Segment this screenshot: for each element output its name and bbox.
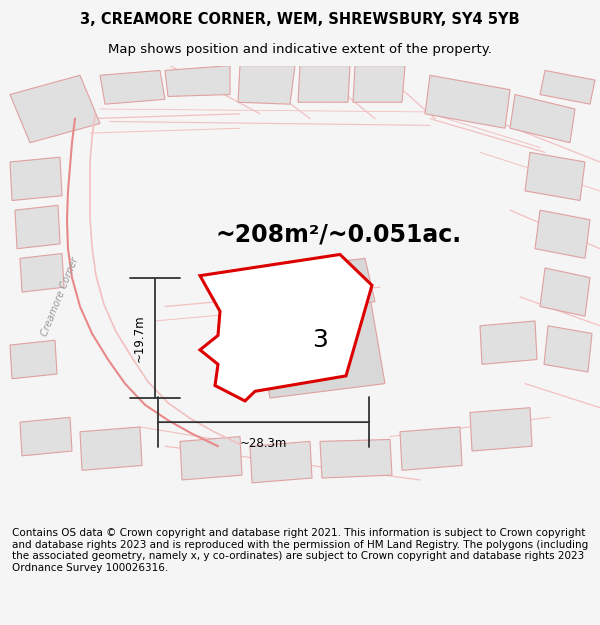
Text: Creamore Corner: Creamore Corner (40, 256, 80, 338)
Polygon shape (10, 157, 62, 201)
Text: Map shows position and indicative extent of the property.: Map shows position and indicative extent… (108, 42, 492, 56)
Polygon shape (480, 321, 537, 364)
Polygon shape (250, 441, 312, 483)
Text: 3: 3 (312, 328, 328, 352)
Polygon shape (15, 206, 60, 249)
Polygon shape (10, 75, 100, 142)
Polygon shape (20, 254, 64, 292)
Polygon shape (353, 66, 405, 102)
Polygon shape (238, 66, 295, 104)
Polygon shape (80, 427, 142, 470)
Polygon shape (540, 71, 595, 104)
Polygon shape (510, 94, 575, 142)
Polygon shape (470, 408, 532, 451)
Text: ~28.3m: ~28.3m (240, 437, 287, 450)
Text: Contains OS data © Crown copyright and database right 2021. This information is : Contains OS data © Crown copyright and d… (12, 528, 588, 573)
Polygon shape (320, 439, 392, 478)
Polygon shape (100, 71, 165, 104)
Polygon shape (20, 418, 72, 456)
Polygon shape (544, 326, 592, 372)
Polygon shape (535, 210, 590, 258)
Text: ~19.7m: ~19.7m (133, 314, 146, 362)
Polygon shape (180, 437, 242, 480)
Polygon shape (200, 254, 372, 401)
Text: ~208m²/~0.051ac.: ~208m²/~0.051ac. (215, 222, 461, 246)
Polygon shape (298, 66, 350, 102)
Polygon shape (425, 75, 510, 128)
Polygon shape (10, 340, 57, 379)
Polygon shape (165, 66, 230, 96)
Polygon shape (255, 297, 385, 398)
Polygon shape (525, 152, 585, 201)
Polygon shape (285, 258, 375, 311)
Polygon shape (400, 427, 462, 470)
Polygon shape (540, 268, 590, 316)
Text: 3, CREAMORE CORNER, WEM, SHREWSBURY, SY4 5YB: 3, CREAMORE CORNER, WEM, SHREWSBURY, SY4… (80, 12, 520, 27)
